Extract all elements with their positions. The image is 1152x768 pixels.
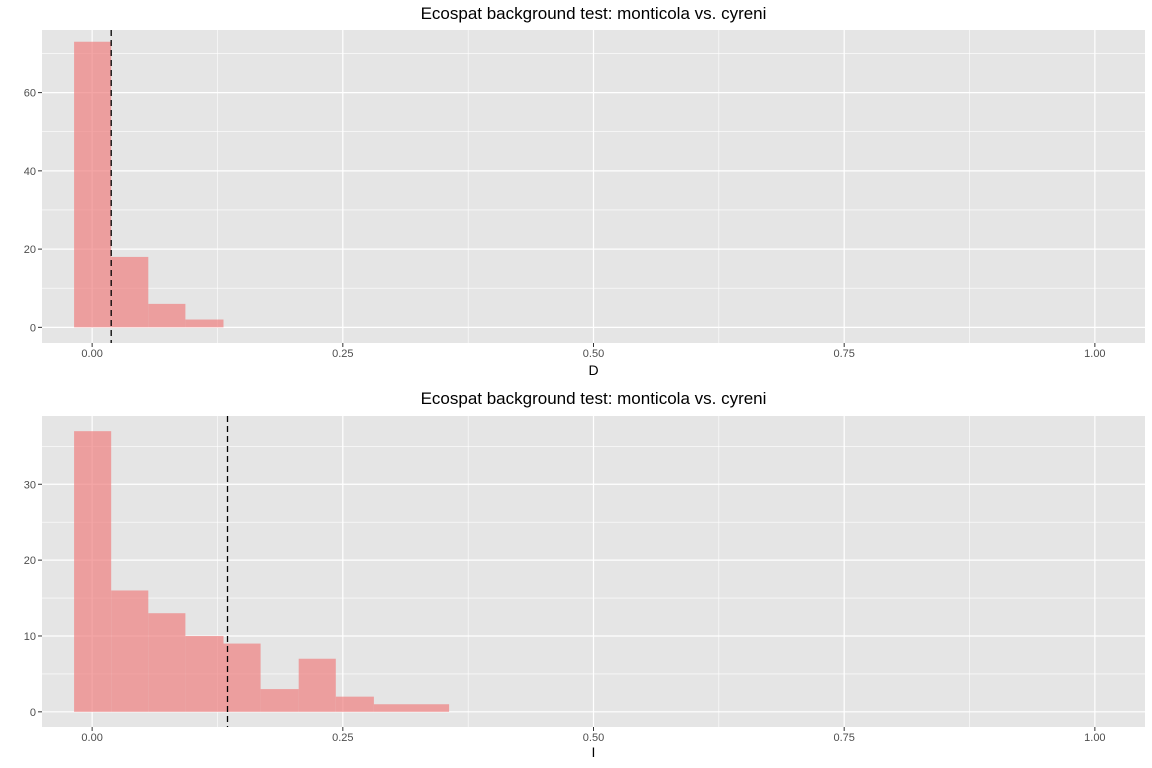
- x-tick-label: 0.00: [81, 348, 102, 360]
- y-tick-label: 20: [24, 555, 36, 567]
- x-tick-label: 0.75: [833, 348, 854, 360]
- x-tick-label: 1.00: [1084, 732, 1105, 744]
- histogram-bar: [373, 704, 412, 712]
- x-axis-label: I: [592, 744, 596, 760]
- histogram-panel-2: 0.00 0.25 0.50 0.75 1.00 0 10 20 30 Ecospat backg…: [24, 389, 1145, 760]
- y-tick-label: 0: [30, 707, 36, 719]
- x-tick-label: 0.25: [332, 348, 353, 360]
- x-tick-label: 1.00: [1084, 348, 1105, 360]
- y-tick-label: 60: [24, 88, 36, 100]
- histogram-bar: [111, 256, 149, 328]
- chart-title: Ecospat background test: monticola vs. c…: [421, 4, 767, 23]
- histogram-bar: [185, 635, 224, 712]
- y-tick-label: 30: [24, 479, 36, 491]
- histogram-bar: [148, 613, 186, 712]
- histogram-bar: [74, 41, 112, 328]
- histogram-panel-1: 0.00 0.25 0.50 0.75 1.00 0 20 40 60 Ecospat backg…: [24, 4, 1145, 378]
- y-tick-label: 0: [30, 322, 36, 334]
- x-tick-label: 0.25: [332, 732, 353, 744]
- histogram-bar: [260, 689, 299, 712]
- x-axis-label: D: [588, 362, 598, 378]
- histogram-bar: [223, 643, 261, 712]
- histogram-bar: [148, 303, 186, 328]
- x-tick-label: 0.75: [833, 732, 854, 744]
- y-tick-label: 10: [24, 631, 36, 643]
- x-tick-label: 0.50: [583, 732, 604, 744]
- x-tick-label: 0.50: [583, 348, 604, 360]
- histogram-bar: [111, 590, 149, 712]
- histogram-bar: [185, 319, 224, 328]
- histogram-bar: [298, 658, 336, 712]
- chart-title: Ecospat background test: monticola vs. c…: [421, 389, 767, 408]
- histogram-bar: [335, 696, 374, 712]
- histogram-bar: [411, 704, 450, 712]
- x-tick-label: 0.00: [81, 732, 102, 744]
- y-tick-label: 40: [24, 166, 36, 178]
- y-tick-label: 20: [24, 244, 36, 256]
- histogram-bar: [74, 431, 112, 712]
